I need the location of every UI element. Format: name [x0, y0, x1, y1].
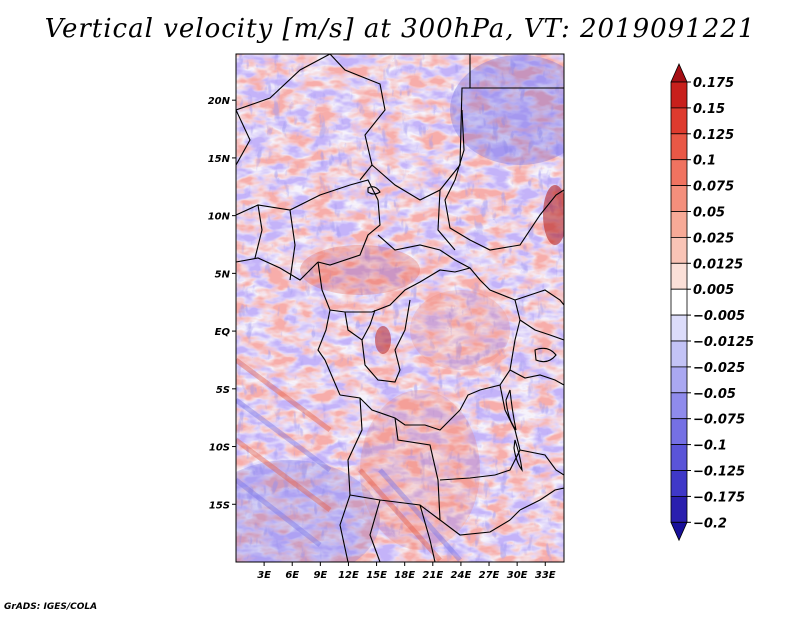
y-tick-label: 5S	[216, 385, 230, 396]
vertical-velocity-field	[236, 54, 564, 562]
colorbar-label: −0.125	[693, 465, 745, 480]
x-tick-label: 21E	[422, 570, 443, 581]
x-tick-label: 33E	[535, 570, 556, 581]
x-tick-label: 12E	[338, 570, 359, 581]
colorbar-segment	[670, 262, 688, 290]
x-axis: 3E 6E 9E 12E 15E 18E 21E 24E 27E 30E 33E	[257, 562, 556, 581]
x-tick-label: 6E	[285, 570, 299, 581]
colorbar-label: 0.075	[693, 180, 734, 195]
colorbar-label: 0.125	[693, 128, 734, 143]
x-tick-label: 3E	[257, 570, 271, 581]
country-borders	[236, 54, 564, 562]
colorbar-label: −0.0125	[693, 335, 754, 350]
colorbar-label: 0.05	[693, 206, 725, 221]
y-tick-label: EQ	[215, 327, 231, 338]
colorbar-segment	[670, 470, 688, 497]
colorbar-label: −0.05	[693, 387, 736, 402]
colorbar-label: 0.0125	[693, 257, 743, 272]
y-tick-label: 5N	[215, 269, 231, 280]
colorbar-segment	[670, 236, 688, 264]
chart-title: Vertical velocity [m/s] at 300hPa, VT: 2…	[44, 14, 756, 44]
x-tick-label: 24E	[451, 570, 472, 581]
colorbar-segment	[670, 81, 688, 109]
x-tick-label: 9E	[313, 570, 327, 581]
x-tick-label: 18E	[394, 570, 415, 581]
colorbar-label: −0.2	[693, 516, 727, 531]
colorbar-segment	[670, 340, 688, 368]
y-tick-label: 15N	[208, 154, 231, 165]
colorbar-segment	[670, 418, 688, 446]
colorbar-label: −0.1	[693, 439, 727, 454]
colorbar-top-arrow	[670, 63, 688, 83]
colorbar-segment	[670, 495, 688, 523]
y-tick-label: 20N	[208, 96, 231, 107]
colorbar-segment	[670, 314, 688, 342]
colorbar-label: −0.075	[693, 413, 745, 428]
x-tick-label: 27E	[479, 570, 500, 581]
y-tick-label: 10S	[209, 443, 230, 454]
colorbar-segment	[670, 185, 688, 212]
colorbar-label: 0.025	[693, 231, 734, 246]
colorbar-label: 0.1	[693, 154, 716, 169]
colorbar-label: −0.025	[693, 361, 745, 376]
colorbar-label: 0.005	[693, 283, 734, 298]
colorbar-segment	[670, 366, 688, 394]
colorbar-label: 0.175	[693, 76, 734, 91]
colorbar-segment	[670, 159, 688, 186]
x-tick-label: 30E	[507, 570, 528, 581]
colorbar-segment	[670, 444, 688, 471]
map-frame	[235, 53, 565, 563]
colorbar-bottom-arrow	[670, 521, 688, 542]
colorbar-label: −0.005	[693, 309, 745, 324]
x-tick-label: 15E	[366, 570, 387, 581]
colorbar-segment	[670, 211, 688, 238]
colorbar-label: 0.15	[693, 102, 725, 117]
colorbar-segment	[670, 133, 688, 161]
colorbar-segment	[670, 107, 688, 135]
colorbar-label: −0.175	[693, 490, 745, 505]
y-axis: 20N 15N 10N 5N EQ 5S 10S 15S	[208, 96, 236, 511]
y-tick-label: 10N	[208, 212, 231, 223]
y-tick-label: 15S	[209, 500, 230, 511]
colorbar-segment	[670, 288, 688, 316]
colorbar-segment	[670, 392, 688, 420]
colorbar: 0.175 0.15 0.125 0.1 0.075 0.05 0.025 0.0125 0.0…	[670, 63, 754, 542]
grads-credit: GrADS: IGES/COLA	[4, 602, 98, 612]
